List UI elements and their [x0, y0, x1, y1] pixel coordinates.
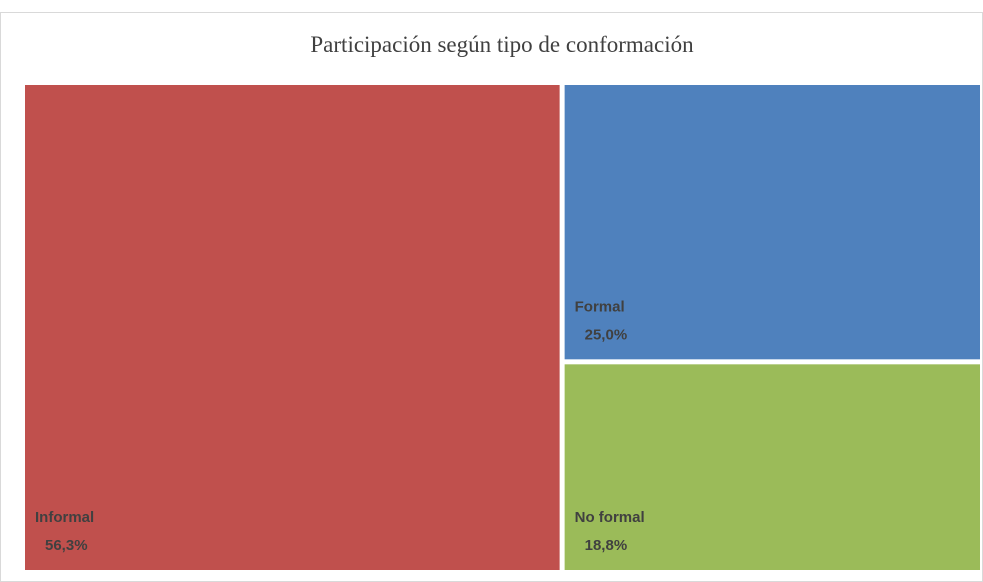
tile-value: 18,8% — [585, 537, 628, 554]
tile — [25, 85, 560, 570]
tile — [564, 364, 980, 570]
tile-label: No formal — [575, 509, 645, 526]
tile-label: Formal — [575, 298, 625, 315]
tile-label: Informal — [35, 509, 94, 526]
tile — [564, 85, 980, 360]
tile-value: 25,0% — [585, 326, 628, 343]
chart-title: Participación según tipo de conformación — [310, 32, 694, 57]
tile-value: 56,3% — [45, 537, 88, 554]
